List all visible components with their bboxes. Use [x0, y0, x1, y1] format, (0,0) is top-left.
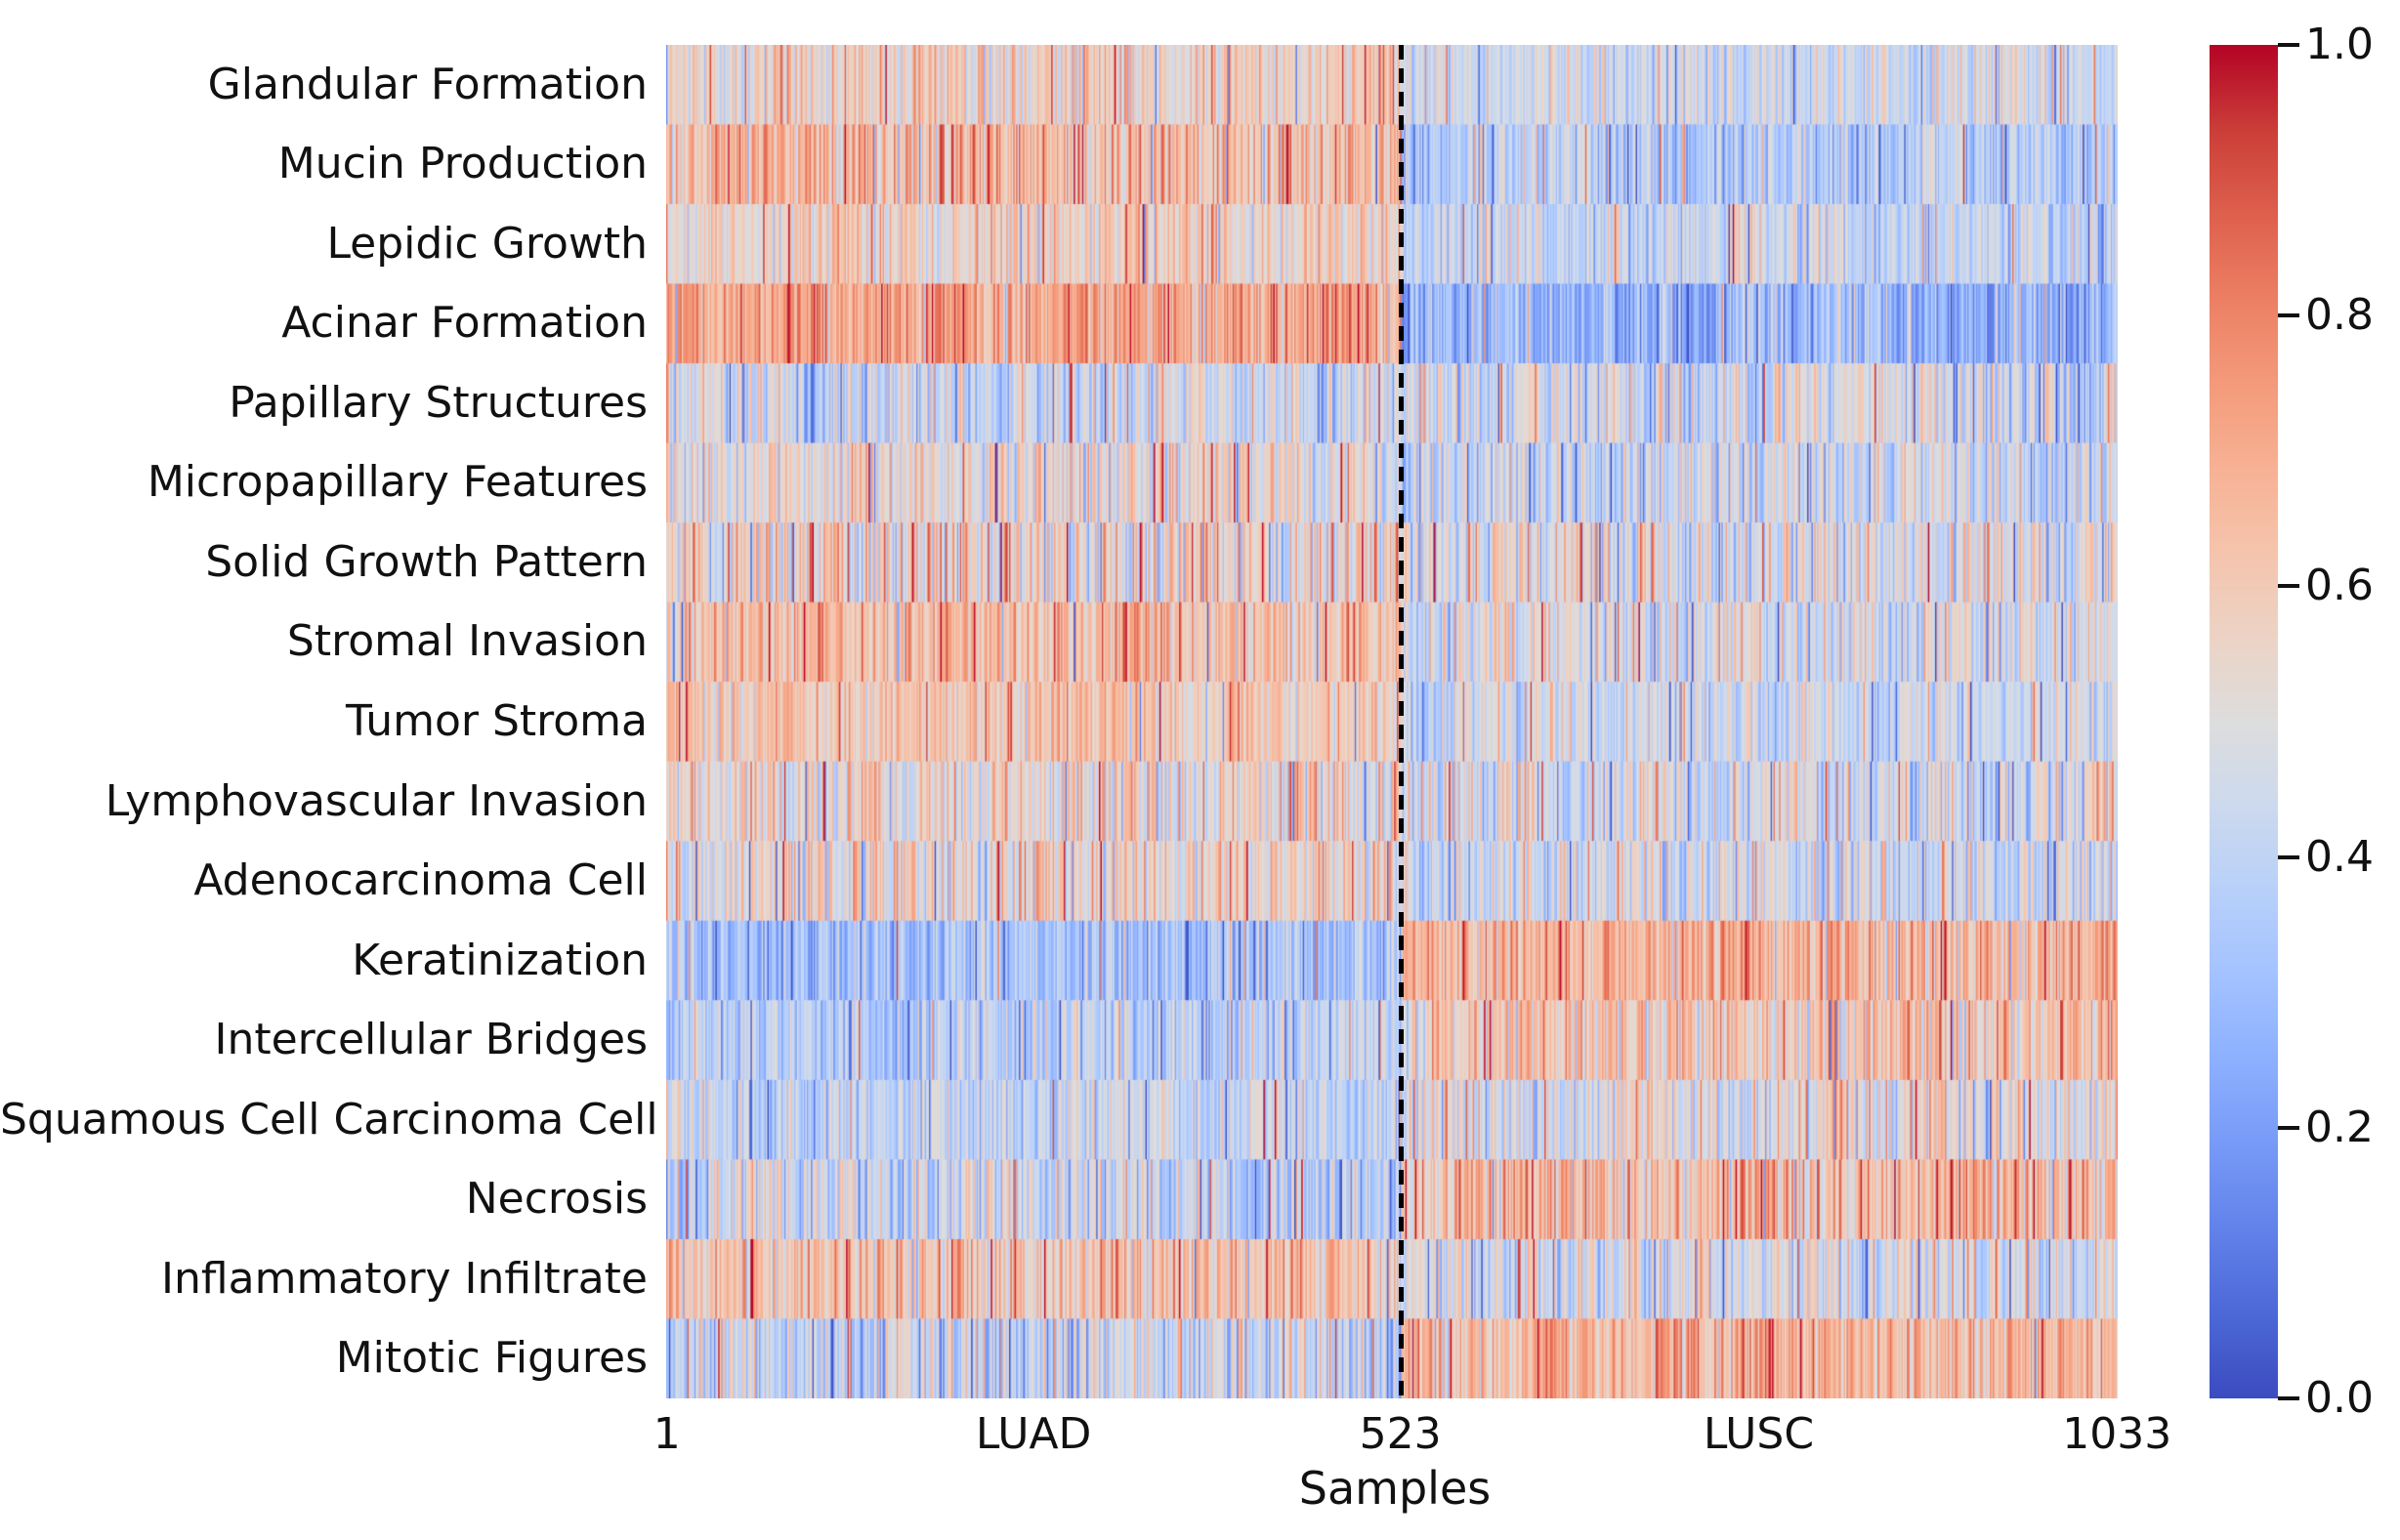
heatmap-canvas [666, 45, 2118, 1398]
colorbar-tick-label: 0.2 [2305, 1102, 2374, 1152]
row-label-papillary-structures: Papillary Structures [229, 377, 648, 428]
row-label-inflammatory-infiltrate: Inflammatory Infiltrate [161, 1253, 648, 1304]
x-tick-523: 523 [1359, 1409, 1442, 1459]
x-axis-label: Samples [1298, 1462, 1492, 1515]
colorbar-tick-label: 0.4 [2305, 831, 2374, 882]
x-tick-luad: LUAD [975, 1409, 1092, 1459]
row-label-stromal-invasion: Stromal Invasion [286, 616, 648, 667]
row-label-glandular-formation: Glandular Formation [207, 59, 648, 109]
colorbar-tick-mark [2278, 313, 2299, 318]
colorbar-tick-label: 1.0 [2305, 20, 2374, 69]
colorbar-tick-label: 0.0 [2305, 1373, 2374, 1423]
row-label-acinar-formation: Acinar Formation [281, 298, 648, 349]
colorbar-tick-mark [2278, 43, 2299, 47]
x-tick-lusc: LUSC [1703, 1409, 1815, 1459]
colorbar-tick-label: 0.6 [2305, 561, 2374, 611]
row-label-squamous-cell-carcinoma-cell: Squamous Cell Carcinoma Cell [0, 1094, 658, 1145]
row-label-mucin-production: Mucin Production [277, 139, 648, 189]
row-label-mitotic-figures: Mitotic Figures [335, 1333, 648, 1384]
luad-lusc-divider-line [1399, 45, 1405, 1398]
row-label-adenocarcinoma-cell: Adenocarcinoma Cell [193, 855, 648, 906]
colorbar-gradient [2210, 45, 2278, 1398]
row-label-keratinization: Keratinization [352, 935, 648, 985]
colorbar-tick-mark [2278, 854, 2299, 859]
row-label-lepidic-growth: Lepidic Growth [326, 218, 648, 269]
row-label-lymphovascular-invasion: Lymphovascular Invasion [105, 775, 648, 826]
row-label-necrosis: Necrosis [465, 1174, 648, 1225]
colorbar-tick-mark [2278, 584, 2299, 589]
row-label-micropapillary-features: Micropapillary Features [147, 457, 648, 508]
colorbar-tick-mark [2278, 1396, 2299, 1400]
row-label-tumor-stroma: Tumor Stroma [346, 696, 648, 746]
row-label-solid-growth-pattern: Solid Growth Pattern [205, 536, 648, 587]
colorbar-tick-mark [2278, 1125, 2299, 1130]
colorbar-tick-label: 0.8 [2305, 290, 2374, 341]
x-tick-1: 1 [653, 1409, 681, 1459]
row-label-intercellular-bridges: Intercellular Bridges [214, 1015, 648, 1065]
x-tick-1033: 1033 [2062, 1409, 2172, 1459]
